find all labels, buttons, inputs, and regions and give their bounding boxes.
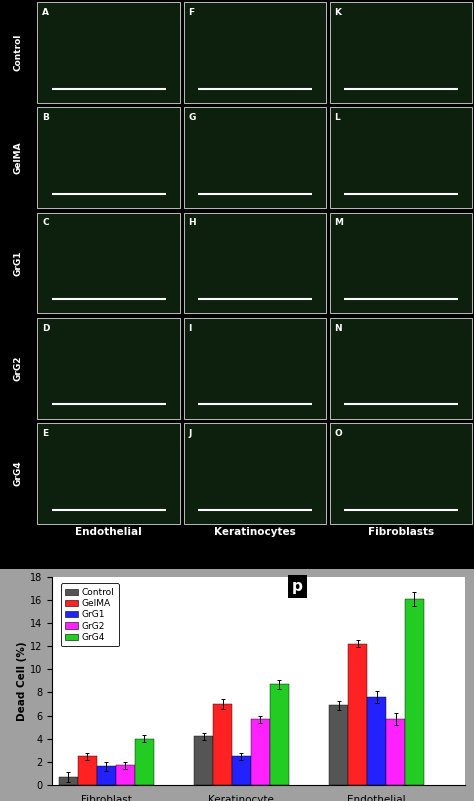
Bar xyxy=(37,318,180,419)
Bar xyxy=(330,213,472,313)
Text: Fibroblasts: Fibroblasts xyxy=(368,527,434,537)
Bar xyxy=(348,644,367,785)
Text: E: E xyxy=(42,429,48,438)
Text: Control: Control xyxy=(13,34,22,71)
Text: GrG1: GrG1 xyxy=(13,250,22,276)
Bar xyxy=(367,697,386,785)
Text: I: I xyxy=(188,324,191,332)
Bar xyxy=(37,423,180,524)
Bar xyxy=(330,2,472,103)
Text: N: N xyxy=(335,324,342,332)
Text: K: K xyxy=(335,8,341,17)
Text: C: C xyxy=(42,219,49,227)
Text: O: O xyxy=(335,429,342,438)
Y-axis label: Dead Cell (%): Dead Cell (%) xyxy=(17,641,27,721)
Text: F: F xyxy=(188,8,194,17)
Text: Endothelial: Endothelial xyxy=(75,527,142,537)
Bar xyxy=(37,213,180,313)
Bar xyxy=(183,2,326,103)
Bar xyxy=(330,107,472,208)
Text: J: J xyxy=(188,429,191,438)
Bar xyxy=(270,684,289,785)
Bar xyxy=(386,719,405,785)
Bar xyxy=(213,704,232,785)
Bar xyxy=(183,423,326,524)
Text: GrG2: GrG2 xyxy=(13,356,22,381)
Bar xyxy=(329,705,348,785)
Bar xyxy=(37,107,180,208)
Bar xyxy=(232,756,251,785)
Bar xyxy=(116,765,135,785)
Text: Keratinocytes: Keratinocytes xyxy=(214,527,296,537)
Bar xyxy=(330,423,472,524)
Text: L: L xyxy=(335,113,340,123)
Bar xyxy=(135,739,154,785)
Text: A: A xyxy=(42,8,49,17)
Bar xyxy=(330,318,472,419)
Text: H: H xyxy=(188,219,196,227)
Bar xyxy=(59,777,78,785)
Text: M: M xyxy=(335,219,344,227)
Text: GrG4: GrG4 xyxy=(13,461,22,486)
Bar xyxy=(251,719,270,785)
Bar xyxy=(183,213,326,313)
Bar xyxy=(37,2,180,103)
Bar xyxy=(194,736,213,785)
Legend: Control, GelMA, GrG1, GrG2, GrG4: Control, GelMA, GrG1, GrG2, GrG4 xyxy=(61,583,119,646)
Text: p: p xyxy=(292,579,303,594)
Bar xyxy=(183,318,326,419)
Bar xyxy=(78,756,97,785)
Text: G: G xyxy=(188,113,196,123)
Text: D: D xyxy=(42,324,50,332)
Bar xyxy=(97,767,116,785)
Bar xyxy=(405,598,424,785)
Bar xyxy=(183,107,326,208)
Text: GelMA: GelMA xyxy=(13,142,22,174)
Text: B: B xyxy=(42,113,49,123)
